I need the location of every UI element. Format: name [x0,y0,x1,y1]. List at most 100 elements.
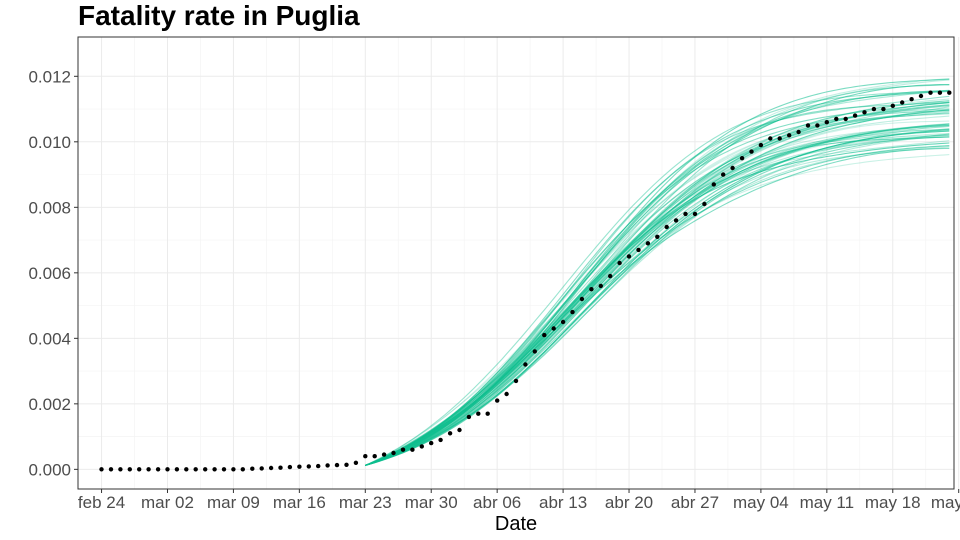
observed-point [381,452,387,457]
x-tick-label: mar 16 [273,493,326,512]
y-tick-label: 0.004 [28,329,71,348]
y-tick-label: 0.008 [28,198,71,217]
observed-point [909,97,914,102]
observed-point [711,182,716,187]
observed-point [438,437,443,443]
x-axis-title: Date [495,513,537,535]
observed-point [372,454,377,459]
observed-point [608,273,613,279]
minor-gridlines [78,37,954,489]
observed-point [287,464,293,470]
observed-point [852,113,858,118]
observed-point [259,466,264,471]
simulated-line [365,104,950,466]
observed-point [796,129,801,135]
observed-point [429,440,434,446]
observed-point [560,319,566,325]
observed-point [334,462,340,468]
observed-point [664,224,669,230]
simulated-line [365,113,950,466]
simulated-line [365,79,950,466]
observed-point [551,326,556,331]
simulated-line [365,130,950,466]
observed-point [749,149,754,154]
observed-point [193,467,198,472]
x-tick-label: may 25 [931,493,960,512]
x-tick-label: mar 30 [405,493,458,512]
observed-point [777,136,782,141]
simulated-line [365,90,950,466]
observed-point [589,287,594,292]
observed-point [673,218,679,223]
observed-point [862,110,867,115]
y-tick-label: 0.000 [28,460,71,479]
observed-point [457,427,462,433]
observed-point [739,156,745,161]
observed-point [155,467,161,472]
observed-point [316,463,321,469]
observed-point [890,103,895,109]
observed-point [645,241,651,246]
simulated-line [365,100,950,466]
simulated-line [365,108,950,466]
observed-point [485,411,490,416]
observed-points [99,90,952,472]
observed-point [523,362,528,367]
chart-title: Fatality rate in Puglia [78,0,360,31]
observed-point [881,106,886,112]
observed-point [127,467,132,472]
observed-point [363,454,368,459]
observed-point [137,467,142,472]
observed-point [532,349,537,354]
y-tick-label: 0.012 [28,67,71,86]
simulated-line [365,102,950,466]
observed-point [947,90,952,95]
observed-point [391,450,396,456]
y-tick-label: 0.010 [28,133,71,152]
observed-point [306,464,311,469]
plot-border [77,36,955,490]
x-tick-label: abr 06 [473,493,521,512]
observed-point [400,447,406,452]
observed-point [278,465,283,470]
simulated-line [365,90,950,466]
observed-point [937,90,943,95]
simulated-line [365,124,950,466]
plot-panel [78,37,954,489]
x-tick-label: may 18 [865,493,921,512]
observed-point [146,467,151,472]
observed-point [768,136,773,141]
observed-point [570,309,575,315]
observed-point [297,464,302,469]
y-axis: 0.000 0.002 0.004 0.006 0.008 0.010 0.012 [28,67,78,479]
x-tick-label: abr 20 [605,493,653,512]
observed-point [447,431,453,436]
simulated-line [365,123,950,466]
observed-point [344,462,349,467]
observed-point [203,467,208,472]
simulated-line [365,110,950,466]
x-tick-label: mar 09 [207,493,260,512]
observed-point [918,93,924,99]
observed-point [108,467,114,472]
observed-point [843,116,848,122]
observed-point [542,332,547,338]
y-tick-label: 0.002 [28,395,71,414]
observed-point [250,466,255,471]
simulated-trajectories [365,77,950,466]
y-tick-label: 0.006 [28,264,71,283]
observed-point [598,283,603,289]
x-tick-label: abr 13 [539,493,587,512]
simulated-line [365,90,950,466]
observed-point [410,447,415,452]
observed-point [240,467,245,472]
observed-point [495,398,500,403]
observed-point [655,234,660,239]
x-tick-label: may 11 [800,493,855,512]
simulated-line [365,136,950,466]
observed-point [221,467,227,472]
observed-point [702,201,707,207]
observed-point [174,467,180,472]
observed-point [683,211,688,217]
